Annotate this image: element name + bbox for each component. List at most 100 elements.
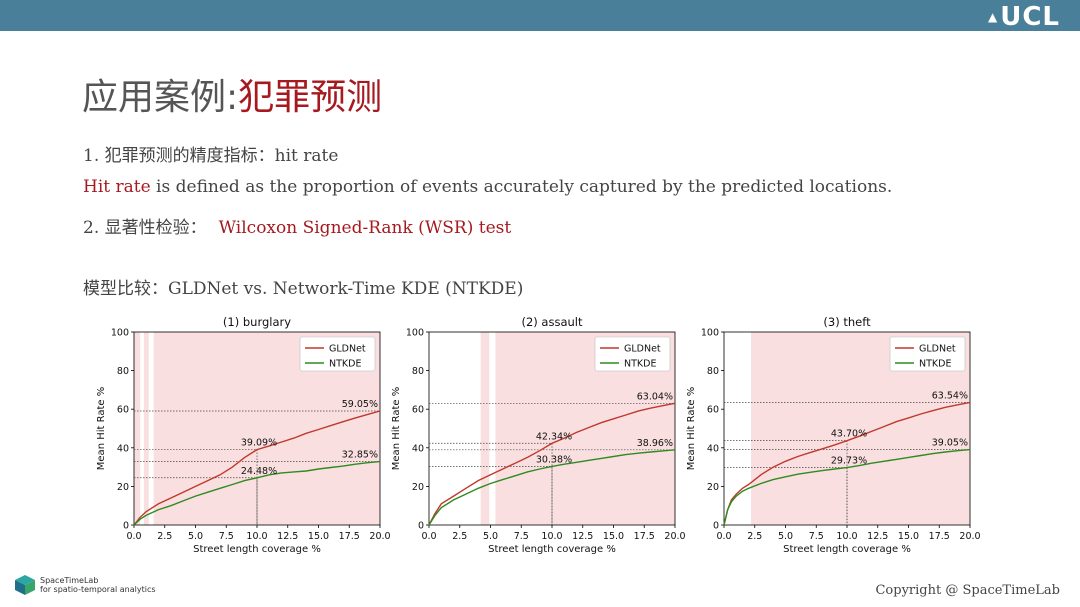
x-tick-label: 7.5 [809,531,824,542]
y-tick-label: 80 [707,366,719,377]
page-title: 应用案例:犯罪预测 [82,68,382,120]
significance-prefix: 2. 显著性检验： [83,218,207,238]
significance-line: 2. 显著性检验： Wilcoxon Signed-Rank (WSR) test [83,213,511,238]
significance-band [480,332,490,525]
y-tick-label: 20 [117,482,129,493]
brand-name: SpaceTimeLab [40,576,99,585]
x-tick-label: 12.5 [277,531,298,542]
x-tick-label: 2.5 [747,531,762,542]
data-label: 42.34% [536,431,572,442]
series-line-gldnet [723,401,971,526]
chart-title: (1) burglary [223,315,291,329]
x-tick-label: 10.0 [836,531,857,542]
x-tick-label: 5.0 [778,531,793,542]
chart-title: (3) theft [823,315,871,329]
x-tick-label: 7.5 [514,531,529,542]
significance-test: Wilcoxon Signed-Rank (WSR) test [218,218,512,238]
series-line-gldnet [133,410,381,526]
metric-line: 1. 犯罪预测的精度指标：hit rate [83,146,339,166]
brand-subtitle: for spatio-temporal analytics [40,585,156,594]
x-axis-label: Street length coverage % [488,544,616,555]
series-line-gldnet [428,402,676,526]
cube-logo-icon [15,575,35,595]
legend-label: GLDNet [919,344,956,355]
chart-title: (2) assault [521,315,583,329]
ucl-crest-icon: ▲ [988,10,999,24]
data-label: 38.96% [637,438,673,449]
legend-label: NTKDE [329,359,361,370]
data-label: 63.54% [932,390,968,401]
y-tick-label: 0 [713,521,719,532]
x-tick-label: 17.5 [929,531,950,542]
significance-band [134,332,141,525]
data-label: 63.04% [637,391,673,402]
y-tick-label: 80 [412,366,424,377]
charts-area: (1) burglary 0 20 40 60 80 100 0.0 2.5 5.0 7.5 10.0… [86,310,986,565]
x-tick-label: 15.0 [603,531,624,542]
x-tick-label: 20.0 [664,531,685,542]
x-tick-label: 0.0 [716,531,731,542]
x-tick-label: 5.0 [483,531,498,542]
title-main: 应用案例 [82,77,227,118]
x-tick-label: 15.0 [308,531,329,542]
y-tick-label: 0 [418,521,424,532]
spacetimelab-logo: SpaceTimeLab for spatio-temporal analyti… [14,574,156,596]
definition-text: is defined as the proportion of events a… [150,177,893,197]
x-tick-label: 15.0 [898,531,919,542]
legend-label: GLDNet [624,344,661,355]
series-line-ntkde [428,449,676,526]
y-tick-label: 60 [117,405,129,416]
x-tick-label: 20.0 [369,531,390,542]
x-tick-label: 10.0 [541,531,562,542]
x-tick-label: 5.0 [188,531,203,542]
title-separator: : [226,77,239,118]
y-axis-label: Mean Hit Rate % [391,387,402,470]
x-tick-label: 12.5 [867,531,888,542]
y-tick-label: 0 [123,521,129,532]
x-tick-label: 10.0 [246,531,267,542]
y-tick-label: 100 [406,328,424,339]
legend-label: GLDNet [329,344,366,355]
x-tick-label: 17.5 [339,531,360,542]
x-tick-label: 7.5 [219,531,234,542]
copyright-text: Copyright @ SpaceTimeLab [875,583,1060,598]
y-tick-label: 100 [111,328,129,339]
logo-text: UCL [1000,2,1060,32]
title-highlight: 犯罪预测 [238,77,383,118]
series-line-ntkde [723,448,971,526]
x-tick-label: 17.5 [634,531,655,542]
data-label: 24.48% [241,466,277,477]
y-tick-label: 100 [701,328,719,339]
x-tick-label: 0.0 [126,531,141,542]
data-label: 39.05% [932,438,968,449]
x-axis-label: Street length coverage % [193,544,321,555]
x-tick-label: 2.5 [452,531,467,542]
y-tick-label: 20 [412,482,424,493]
y-axis-label: Mean Hit Rate % [686,387,697,470]
x-tick-label: 0.0 [421,531,436,542]
data-label: 30.38% [536,454,572,465]
y-tick-label: 60 [412,405,424,416]
data-label: 59.05% [342,399,378,410]
comparison-line: 模型比较：GLDNet vs. Network-Time KDE (NTKDE) [83,279,524,299]
x-tick-label: 12.5 [572,531,593,542]
y-tick-label: 60 [707,405,719,416]
y-axis-label: Mean Hit Rate % [96,387,107,470]
y-tick-label: 40 [707,443,719,454]
header-bar: ▲UCL [0,0,1080,31]
data-label: 43.70% [831,429,867,440]
data-label: 39.09% [241,438,277,449]
x-tick-label: 20.0 [959,531,980,542]
legend-label: NTKDE [919,359,951,370]
y-tick-label: 40 [117,443,129,454]
data-label: 29.73% [831,456,867,467]
significance-band [143,332,149,525]
y-tick-label: 40 [412,443,424,454]
series-line-ntkde [133,460,381,526]
ucl-logo: ▲UCL [988,3,1060,31]
charts-svg: (1) burglary 0 20 40 60 80 100 0.0 2.5 5.0 7.5 10.0… [96,315,981,555]
x-axis-label: Street length coverage % [783,544,911,555]
legend-label: NTKDE [624,359,656,370]
x-tick-label: 2.5 [157,531,172,542]
y-tick-label: 80 [117,366,129,377]
